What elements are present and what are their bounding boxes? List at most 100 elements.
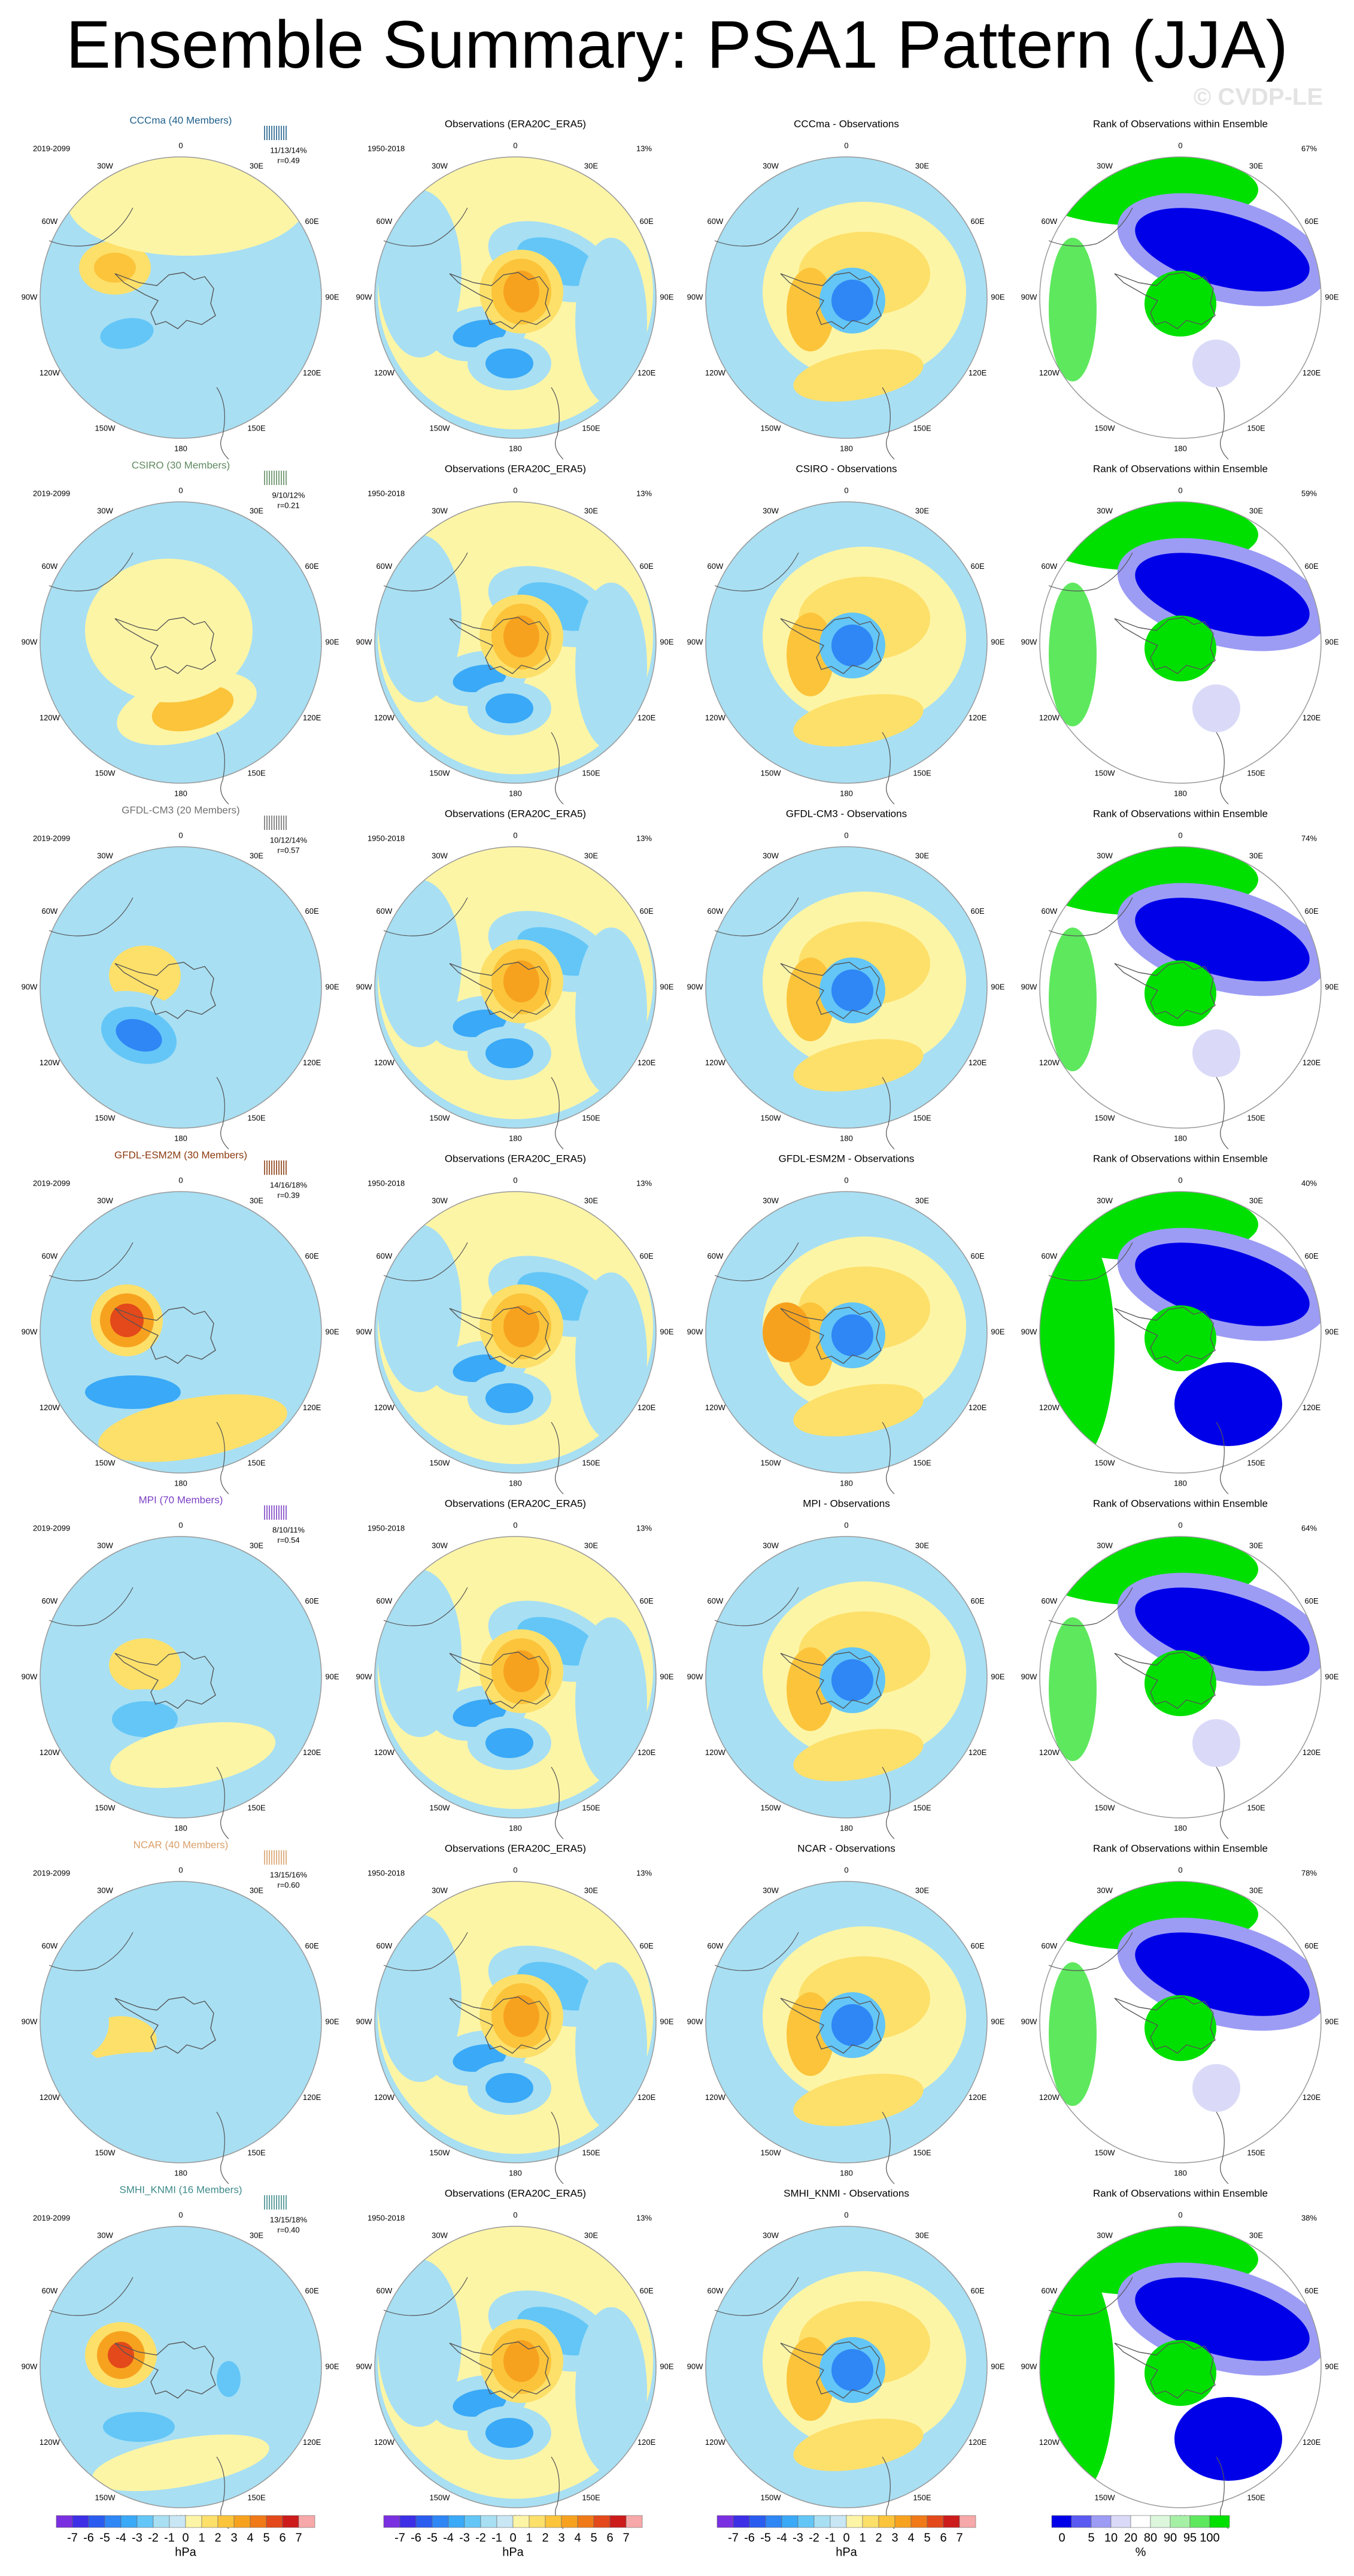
- obs-pct: 13%: [636, 1523, 652, 1532]
- south-america-outline: [1048, 207, 1133, 247]
- longitude-label: 90E: [1325, 1327, 1338, 1336]
- colorbar-tick: 7: [623, 2531, 629, 2544]
- antarctica-outline: [780, 272, 882, 329]
- longitude-label: 120W: [705, 1748, 726, 1757]
- colorbar-tick: -1: [164, 2531, 175, 2544]
- diff-title: MPI - Observations: [803, 1498, 890, 1509]
- longitude-label: 90W: [687, 1327, 703, 1336]
- longitude-label: 60E: [640, 1941, 654, 1950]
- model-stats-r: r=0.39: [277, 1190, 299, 1199]
- colorbar-tick: 5: [590, 2531, 597, 2544]
- longitude-label: 0: [178, 486, 183, 495]
- contour-region: [1049, 583, 1097, 726]
- new-zealand-outline: [216, 1766, 229, 1839]
- contour-region: [61, 2052, 241, 2112]
- longitude-label: 150W: [1095, 2148, 1116, 2157]
- south-america-outline: [383, 1932, 468, 1971]
- colorbar-swatch: [72, 2515, 89, 2528]
- colorbar-tick: 2: [214, 2531, 221, 2544]
- obs-panel: Observations (ERA20C_ERA5) 1950-2018 13% 0 3…: [356, 118, 674, 460]
- colorbar-swatch: [813, 2515, 831, 2528]
- new-zealand-outline: [1216, 1077, 1229, 1150]
- longitude-label: 150E: [582, 2493, 600, 2502]
- longitude-label: 90W: [1021, 637, 1037, 646]
- longitude-label: 90W: [22, 982, 38, 991]
- model-years: 2019-2099: [33, 1868, 70, 1877]
- map-border: [705, 1881, 988, 2163]
- diff-title: GFDL-CM3 - Observations: [786, 808, 907, 819]
- colorbar-units: hPa: [175, 2545, 196, 2559]
- model-panel-mpi: MPI (70 Members) 2019-2099 8/10/11%r=0.54 0…: [22, 1494, 339, 1839]
- south-america-outline: [714, 2277, 799, 2316]
- longitude-label: 120E: [969, 2093, 987, 2102]
- south-america-outline: [714, 552, 799, 592]
- longitude-label: 180: [1174, 444, 1187, 453]
- longitude-label: 150W: [761, 769, 782, 778]
- longitude-label: 120E: [303, 2438, 321, 2447]
- contour-region: [575, 928, 647, 1095]
- antarctica-outline: [114, 1307, 216, 1364]
- longitude-label: 120E: [1303, 1748, 1321, 1757]
- colorbar-swatch: [943, 2515, 960, 2528]
- contour-region: [1144, 616, 1216, 681]
- contour-region: [485, 2418, 533, 2448]
- longitude-label: 60E: [971, 1941, 985, 1950]
- map-contours: [1040, 502, 1321, 732]
- longitude-label: 180: [509, 2168, 522, 2177]
- longitude-label: 120E: [1303, 2093, 1321, 2102]
- map-border: [374, 501, 657, 784]
- longitude-label: 120E: [303, 2093, 321, 2102]
- longitude-label: 90E: [991, 2017, 1004, 2026]
- obs-title: Observations (ERA20C_ERA5): [445, 463, 586, 474]
- map-contours: [378, 2226, 653, 2499]
- longitude-label: 60W: [708, 1251, 724, 1260]
- longitude-label: 150W: [1095, 2493, 1116, 2502]
- contour-region: [831, 1314, 873, 1356]
- longitude-label: 60W: [1042, 2286, 1058, 2295]
- longitude-label: 30W: [97, 1541, 113, 1550]
- model-stats-r: r=0.40: [277, 2225, 299, 2234]
- longitude-label: 120E: [1303, 1403, 1321, 1412]
- contour-region: [1135, 1587, 1310, 1671]
- contour-region: [1135, 1932, 1310, 2016]
- longitude-label: 30E: [250, 506, 263, 515]
- model-years: 2019-2099: [33, 2213, 70, 2222]
- longitude-label: 0: [1178, 141, 1182, 150]
- colorbar-tick: 100: [1200, 2531, 1219, 2544]
- map-contours: [79, 2322, 269, 2492]
- longitude-label: 150E: [582, 1114, 600, 1123]
- contour-region: [1144, 271, 1216, 337]
- map-border: [374, 156, 657, 439]
- longitude-label: 90E: [1325, 982, 1338, 991]
- longitude-label: 60E: [305, 1941, 319, 1950]
- longitude-label: 150E: [913, 1804, 931, 1813]
- longitude-label: 150E: [1247, 1459, 1265, 1468]
- map-border: [40, 1536, 322, 1819]
- contour-region: [100, 318, 154, 349]
- longitude-label: 30E: [915, 506, 929, 515]
- new-zealand-outline: [216, 1422, 229, 1495]
- longitude-label: 60W: [708, 1596, 724, 1605]
- contour-region: [485, 348, 533, 378]
- longitude-label: 0: [844, 831, 848, 840]
- contour-region: [67, 1219, 139, 1266]
- longitude-label: 60E: [640, 2286, 654, 2295]
- map-border: [1039, 1881, 1322, 2163]
- contour-region: [193, 960, 241, 1038]
- colorbar-tick: -4: [443, 2531, 454, 2544]
- longitude-label: 120E: [303, 368, 321, 377]
- colorbar-tick: -4: [116, 2531, 126, 2544]
- longitude-label: 120W: [705, 1403, 726, 1412]
- longitude-label: 180: [509, 1823, 522, 1832]
- south-america-outline: [714, 1932, 799, 1971]
- longitude-label: 90W: [356, 1327, 372, 1336]
- longitude-label: 180: [1174, 1134, 1187, 1142]
- colorbar-tick: 95: [1183, 2531, 1197, 2544]
- colorbar-swatch: [399, 2515, 417, 2528]
- contour-region: [378, 2259, 462, 2427]
- longitude-label: 60W: [42, 1596, 58, 1605]
- longitude-label: 0: [1178, 1175, 1182, 1184]
- contour-region: [40, 1986, 109, 2058]
- longitude-label: 60W: [42, 907, 58, 916]
- colorbar-swatch: [1091, 2515, 1112, 2528]
